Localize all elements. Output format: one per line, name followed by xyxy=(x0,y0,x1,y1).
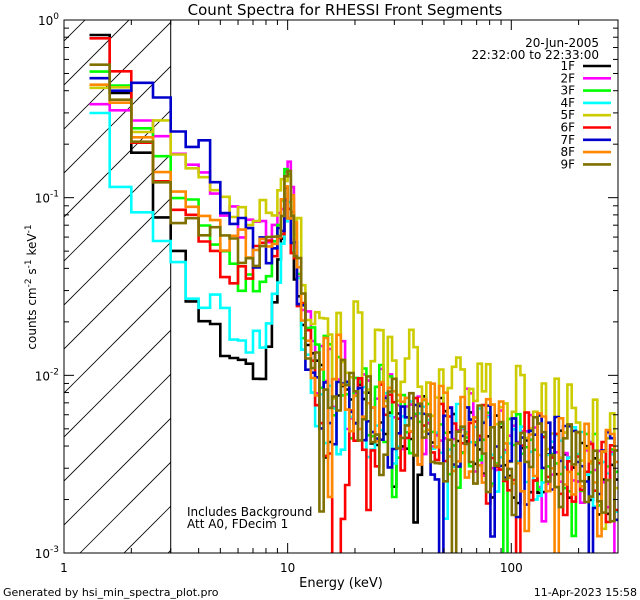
legend-label: 3F xyxy=(560,84,575,98)
legend-label: 8F xyxy=(560,145,575,159)
hatch-line xyxy=(64,21,171,130)
y-tick-exponent: 0 xyxy=(53,12,59,22)
y-tick-base: 10 xyxy=(35,547,50,561)
y-label-exp1: -2 xyxy=(24,278,34,287)
y-label-main: counts cm xyxy=(25,287,39,349)
footer-generator: Generated by hsi_min_spectra_plot.pro xyxy=(3,586,219,599)
y-label-exp3: -1 xyxy=(24,224,34,233)
hatch-lines xyxy=(64,20,171,553)
y-tick-label: 10-1 xyxy=(35,190,59,206)
y-tick-base: 10 xyxy=(35,369,50,383)
legend-label: 2F xyxy=(560,71,575,85)
y-tick-exponent: -3 xyxy=(50,545,59,555)
y-tick-base: 10 xyxy=(38,14,53,28)
legend-label: 7F xyxy=(560,133,575,147)
legend-label: 1F xyxy=(560,59,575,73)
annotation-attenuator: Att A0, FDecim 1 xyxy=(187,517,288,531)
tick-marks xyxy=(63,19,619,554)
observation-date: 20-Jun-2005 xyxy=(525,36,599,50)
series-line-9F xyxy=(89,63,618,553)
hatch-line xyxy=(64,241,171,350)
x-tick-label: 1 xyxy=(60,561,68,575)
annotation-background: Includes Background xyxy=(187,505,312,519)
y-tick-label: 10-2 xyxy=(35,367,59,383)
y-tick-label: 10-3 xyxy=(35,545,59,561)
x-tick-label: 100 xyxy=(500,561,523,575)
x-tick-label: 10 xyxy=(280,561,295,575)
chart-title: Count Spectra for RHESSI Front Segments xyxy=(188,1,503,19)
y-tick-exponent: -2 xyxy=(50,367,59,377)
y-label-mid1: s xyxy=(25,268,39,278)
plot-frame xyxy=(63,19,619,554)
legend-label: 6F xyxy=(560,121,575,135)
y-tick-base: 10 xyxy=(35,192,50,206)
hatch-line xyxy=(64,373,171,482)
axes xyxy=(63,19,619,554)
hatch-line xyxy=(64,197,171,306)
footer-timestamp: 11-Apr-2023 15:58 xyxy=(534,586,637,599)
observation-time-range: 22:32:00 to 22:33:00 xyxy=(472,48,599,62)
legend-label: 5F xyxy=(560,108,575,122)
x-axis-label: Energy (keV) xyxy=(299,576,383,591)
y-axis-label: counts cm-2 s-1 keV-1 xyxy=(24,224,39,349)
series-lines xyxy=(89,33,618,553)
hatch-line xyxy=(64,20,130,86)
legend-label: 4F xyxy=(560,96,575,110)
hatch-line xyxy=(64,417,171,526)
y-tick-exponent: -1 xyxy=(50,190,59,200)
hatch-line xyxy=(64,153,171,262)
legend-label: 9F xyxy=(560,157,575,171)
y-tick-label: 100 xyxy=(38,12,59,28)
series-line-7F xyxy=(89,76,618,553)
y-label-mid2: keV xyxy=(25,233,39,260)
y-label-exp2: -1 xyxy=(24,259,34,268)
